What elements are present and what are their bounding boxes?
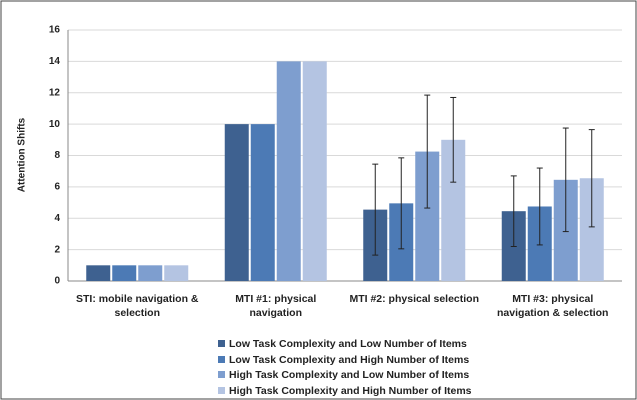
bar [86,265,111,281]
y-tick-label: 0 [54,276,60,287]
x-tick-label: STI: mobile navigation & selection [75,293,199,319]
legend-swatch [218,386,225,394]
legend-entry: Low Task Complexity and High Number of I… [218,354,469,366]
bar [250,124,275,281]
legend-swatch [218,355,225,363]
y-tick-label: 14 [49,56,61,67]
legend-entry: Low Task Complexity and Low Number of It… [218,338,467,350]
y-axis-label: Attention Shifts [17,117,28,192]
legend-entry: High Task Complexity and High Number of … [218,385,472,397]
bar [276,61,301,281]
legend-swatch [218,371,225,378]
bar [302,61,327,281]
y-tick-label: 4 [54,213,60,224]
y-tick-label: 6 [54,182,60,193]
bar [224,124,249,281]
x-tick-label: MTI #3: physical navigation & selection [497,293,609,319]
legend-label: Low Task Complexity and High Number of I… [229,353,470,366]
y-tick-label: 16 [49,25,61,36]
legend-entry: High Task Complexity and Low Number of I… [218,369,469,381]
bar [138,265,163,281]
x-tick-label: MTI #1: physical navigation [235,293,317,319]
y-tick-label: 8 [54,150,60,161]
y-tick-label: 12 [49,87,61,98]
legend-label: High Task Complexity and High Number of … [229,384,472,397]
bar [112,265,137,281]
y-tick-label: 2 [54,244,60,255]
legend-swatch [218,340,225,347]
y-tick-label: 10 [49,119,61,130]
legend-label: High Task Complexity and Low Number of I… [229,369,470,381]
legend-label: Low Task Complexity and Low Number of It… [229,338,467,350]
x-tick-label: MTI #2: physical selection [349,293,480,305]
bar [164,265,189,281]
